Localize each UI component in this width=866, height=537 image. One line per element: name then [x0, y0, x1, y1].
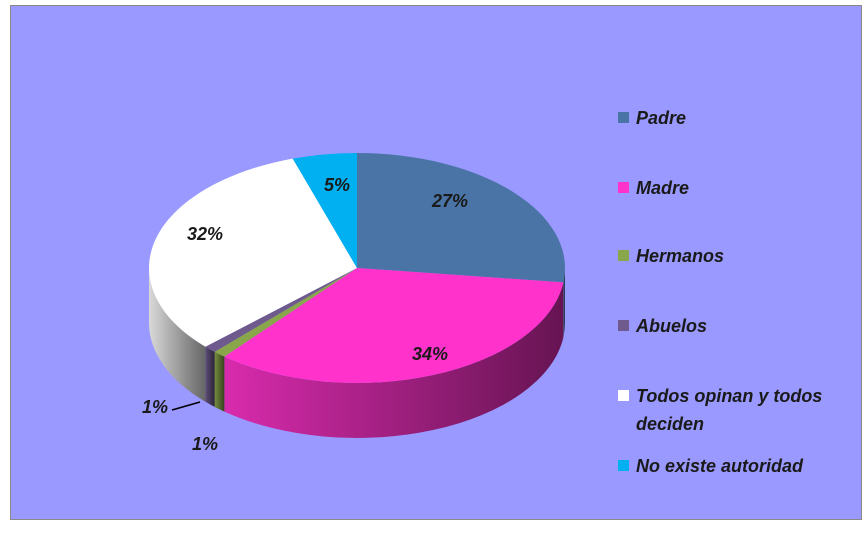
- data-label: 1%: [192, 434, 218, 454]
- slice: [357, 153, 566, 283]
- slice-side: [205, 346, 215, 407]
- legend-swatch: [618, 250, 629, 261]
- legend-label: No existe autoridad: [636, 456, 804, 476]
- data-label: 5%: [324, 175, 350, 195]
- slice-side: [563, 268, 565, 338]
- legend-item: Hermanos: [618, 244, 850, 270]
- leader-line: [171, 401, 201, 411]
- data-label: 34%: [412, 344, 448, 364]
- slice: [224, 268, 564, 383]
- legend-label: Padre: [636, 108, 687, 128]
- data-label: 1%: [142, 397, 168, 417]
- legend-swatch: [618, 112, 629, 123]
- legend-item: Madre: [618, 176, 850, 202]
- slice-side: [149, 268, 206, 402]
- data-label: 27%: [431, 191, 468, 211]
- legend-label: Abuelos: [636, 316, 708, 336]
- slice: [148, 158, 357, 347]
- legend-swatch: [618, 320, 629, 331]
- legend-label: Madre: [636, 178, 690, 198]
- legend-item: Todos opinan y todos deciden: [618, 384, 850, 438]
- legend-label: Todos opinan y todos deciden: [636, 386, 823, 434]
- legend-item: No existe autoridad: [618, 454, 850, 480]
- slice-side: [224, 282, 564, 438]
- slice: [205, 268, 357, 352]
- legend-label: Hermanos: [636, 246, 725, 266]
- data-label: 32%: [187, 224, 223, 244]
- legend-swatch: [618, 460, 629, 471]
- slice: [292, 153, 357, 268]
- legend-item: Padre: [618, 106, 850, 132]
- legend-swatch: [618, 182, 629, 193]
- legend-item: Abuelos: [618, 314, 850, 340]
- legend-swatch: [618, 390, 629, 401]
- slice: [214, 268, 357, 357]
- slice-side: [214, 351, 225, 412]
